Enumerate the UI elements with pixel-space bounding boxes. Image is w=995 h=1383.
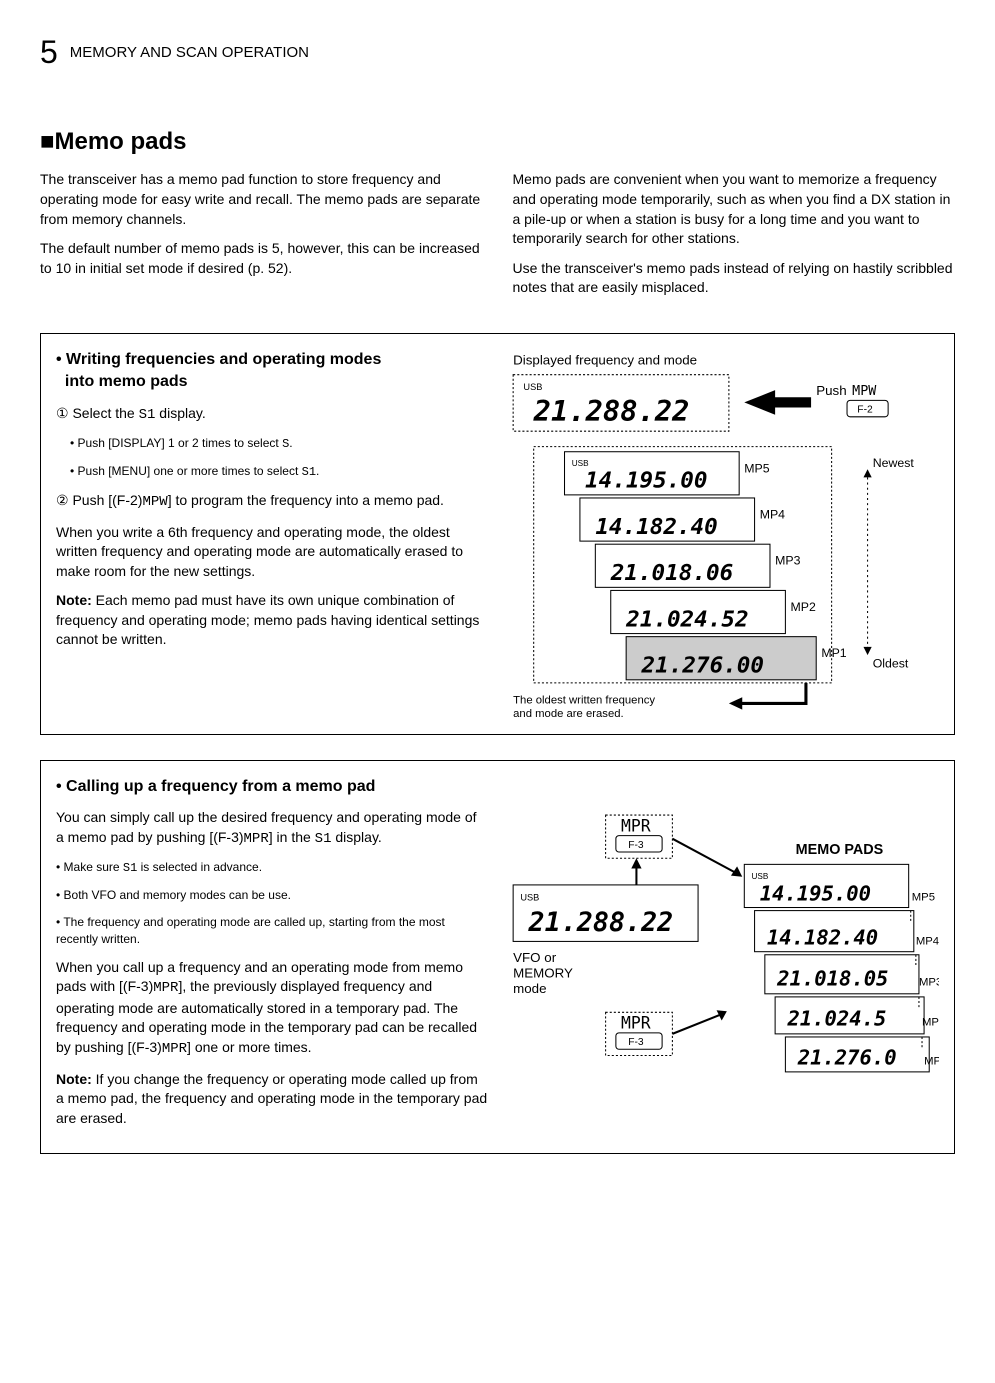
svg-text:USB: USB	[751, 872, 768, 881]
svg-text:USB: USB	[523, 382, 542, 392]
writing-box: • Writing frequencies and operating mode…	[40, 333, 955, 735]
svg-text:21.024.5: 21.024.5	[786, 1007, 886, 1031]
calling-figure: MPR F-3 MEMO PADS USB 21.288.22 VFO or M…	[508, 776, 940, 1139]
svg-text:14.195.00: 14.195.00	[585, 468, 707, 494]
svg-text:MP2: MP2	[790, 600, 815, 614]
svg-text:MPR: MPR	[621, 817, 651, 836]
svg-text:21.276.00: 21.276.00	[640, 653, 763, 679]
writing-step1: ① Select the S1 display.	[56, 404, 488, 426]
page-header: 5 MEMORY AND SCAN OPERATION	[40, 30, 955, 75]
writing-figure: Displayed frequency and mode USB 21.288.…	[508, 349, 940, 719]
intro-right-p2: Use the transceiver's memo pads instead …	[513, 259, 956, 298]
calling-bullet1: • Make sure S1 is selected in advance.	[56, 859, 488, 877]
svg-text:USB: USB	[520, 893, 539, 903]
svg-text:21.288.22: 21.288.22	[532, 394, 689, 428]
writing-bullet1: • Push [DISPLAY] 1 or 2 times to select …	[70, 435, 488, 453]
svg-text:mode: mode	[513, 981, 546, 996]
intro-columns: The transceiver has a memo pad function …	[40, 170, 955, 308]
calling-bullet2: • Both VFO and memory modes can be use.	[56, 887, 488, 904]
calling-para1: You can simply call up the desired frequ…	[56, 808, 488, 849]
svg-text:MP3: MP3	[918, 977, 939, 989]
intro-left-p1: The transceiver has a memo pad function …	[40, 170, 483, 229]
svg-text:MP5: MP5	[744, 461, 769, 475]
calling-para2: When you call up a frequency and an oper…	[56, 958, 488, 1060]
svg-text:MPW: MPW	[852, 384, 877, 399]
svg-text:MP4: MP4	[759, 507, 784, 521]
chapter-number: 5	[40, 30, 58, 75]
svg-text:14.182.40: 14.182.40	[595, 514, 717, 540]
svg-text:14.195.00: 14.195.00	[759, 882, 870, 906]
calling-text: • Calling up a frequency from a memo pad…	[56, 776, 488, 1139]
writing-heading: • Writing frequencies and operating mode…	[56, 349, 488, 394]
intro-right-p1: Memo pads are convenient when you want t…	[513, 170, 956, 248]
figure2-svg: MPR F-3 MEMO PADS USB 21.288.22 VFO or M…	[508, 813, 940, 1101]
svg-text:Newest: Newest	[872, 456, 914, 470]
writing-step2: ② Push [(F-2)MPW] to program the frequen…	[56, 491, 488, 513]
figure1-svg: Displayed frequency and mode USB 21.288.…	[508, 349, 940, 719]
svg-text:Push: Push	[816, 383, 846, 398]
svg-text:MP4: MP4	[915, 936, 938, 948]
svg-text:MPR: MPR	[621, 1014, 651, 1033]
svg-text:21.024.52: 21.024.52	[625, 606, 748, 632]
writing-bullet2: • Push [MENU] one or more times to selec…	[70, 463, 488, 481]
svg-text:14.182.40: 14.182.40	[766, 926, 877, 950]
svg-text:Oldest: Oldest	[872, 656, 908, 670]
intro-left: The transceiver has a memo pad function …	[40, 170, 483, 308]
svg-text:The oldest written frequency: The oldest written frequency	[513, 694, 655, 706]
svg-text:Displayed frequency and mode: Displayed frequency and mode	[513, 352, 697, 367]
intro-left-p2: The default number of memo pads is 5, ho…	[40, 239, 483, 278]
chapter-title: MEMORY AND SCAN OPERATION	[70, 42, 309, 63]
svg-text:F-3: F-3	[628, 840, 644, 851]
svg-text:F-2: F-2	[857, 405, 873, 416]
svg-text:MP5: MP5	[911, 892, 934, 904]
svg-text:MP1: MP1	[821, 646, 846, 660]
svg-text:VFO or: VFO or	[513, 950, 557, 965]
svg-text:MP2: MP2	[922, 1017, 939, 1029]
svg-text:21.018.06: 21.018.06	[609, 560, 732, 586]
svg-text:and mode are erased.: and mode are erased.	[513, 708, 624, 719]
calling-bullet3: • The frequency and operating mode are c…	[56, 914, 488, 948]
svg-text:MP3: MP3	[775, 554, 800, 568]
writing-note: Note: Each memo pad must have its own un…	[56, 591, 488, 650]
calling-box: • Calling up a frequency from a memo pad…	[40, 760, 955, 1155]
svg-text:21.276.0: 21.276.0	[796, 1046, 896, 1070]
section-marker: ■	[40, 128, 55, 155]
svg-text:F-3: F-3	[628, 1037, 644, 1048]
section-title: ■Memo pads	[40, 125, 955, 159]
writing-text: • Writing frequencies and operating mode…	[56, 349, 488, 719]
svg-text:MEMORY: MEMORY	[513, 966, 573, 981]
section-title-text: Memo pads	[55, 128, 187, 155]
intro-right: Memo pads are convenient when you want t…	[513, 170, 956, 308]
svg-text:21.018.05: 21.018.05	[776, 967, 888, 991]
calling-note: Note: If you change the frequency or ope…	[56, 1070, 488, 1129]
calling-heading: • Calling up a frequency from a memo pad	[56, 776, 488, 798]
svg-text:21.288.22: 21.288.22	[527, 907, 673, 938]
svg-text:MP1: MP1	[924, 1056, 939, 1068]
writing-para1: When you write a 6th frequency and opera…	[56, 523, 488, 582]
svg-text:MEMO PADS: MEMO PADS	[795, 842, 883, 858]
